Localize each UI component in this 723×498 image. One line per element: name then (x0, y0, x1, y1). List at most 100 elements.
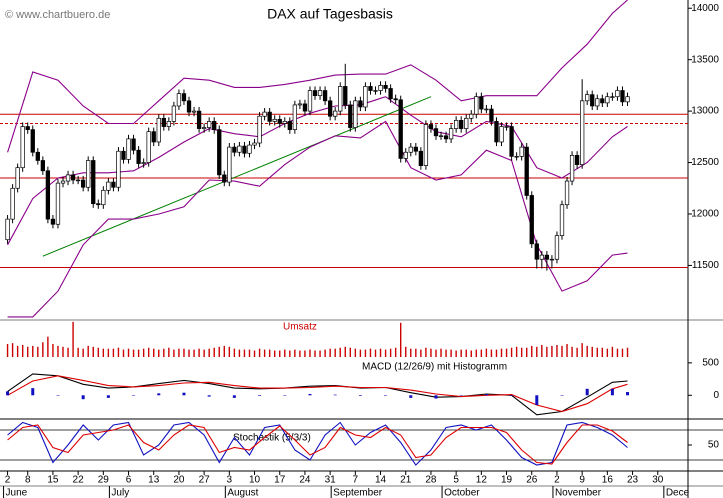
volume-bar (37, 346, 39, 357)
candle-body (111, 181, 116, 188)
histogram-bar (31, 388, 35, 396)
volume-bar (52, 344, 54, 357)
histogram-bar (560, 395, 564, 396)
candle-body (358, 100, 363, 108)
x-tick-label: 16 (602, 475, 614, 486)
volume-bar (460, 349, 462, 357)
candle-body (443, 135, 449, 140)
candle-body (559, 204, 565, 236)
volume-bar (354, 348, 357, 357)
volume-bar (248, 349, 251, 357)
volume-bar (137, 349, 140, 357)
candle-body (327, 100, 333, 117)
histogram-bar (6, 391, 10, 396)
candle-body (605, 96, 610, 104)
x-tick-label: 10 (249, 475, 261, 486)
histogram-bar (358, 395, 362, 396)
candle-body (171, 105, 177, 122)
volume-bar (480, 349, 483, 357)
volume-bar (606, 348, 609, 357)
histogram-bar (283, 395, 287, 396)
volume-bar (319, 350, 321, 357)
candle-body (479, 96, 484, 110)
volume-bar (299, 350, 301, 357)
candle-body (15, 167, 20, 189)
candle-body (232, 146, 237, 153)
histogram-bar (459, 395, 463, 396)
volume-bar (485, 348, 488, 357)
x-tick-label: 19 (501, 475, 513, 486)
y-tick-label: 12000 (691, 209, 719, 220)
volume-bar (294, 349, 296, 357)
y-tick-label: 500 (702, 357, 719, 368)
volume-bar (279, 350, 281, 357)
candle-body (141, 162, 146, 164)
candle-body (514, 156, 519, 158)
candle-body (176, 93, 182, 107)
y-tick-label: 14000 (691, 3, 719, 14)
volume-bar (82, 348, 84, 357)
histogram-bar (409, 395, 413, 398)
volume-bar (102, 348, 105, 357)
x-tick-label: 21 (400, 475, 412, 486)
candle-body (529, 195, 534, 245)
candle-body (217, 129, 222, 176)
x-tick-label: 29 (98, 475, 110, 486)
volume-bar (359, 349, 362, 357)
volume-bar (450, 349, 452, 357)
volume-bar (183, 348, 185, 357)
volume-bar (62, 346, 64, 357)
candle-body (453, 120, 459, 129)
candle-body (408, 146, 413, 153)
candle-body (196, 110, 202, 129)
x-tick-label: 28 (425, 475, 437, 486)
candle-body (585, 94, 590, 102)
candle-body (368, 86, 373, 91)
x-tick-label: 26 (526, 475, 538, 486)
volume-bar (551, 345, 553, 357)
histogram-bar (81, 395, 85, 400)
x-tick-label: 14 (375, 475, 387, 486)
volume-bar (344, 346, 346, 357)
volume-bar (122, 349, 125, 357)
volume-bar (163, 348, 165, 357)
volume-bar (374, 349, 377, 357)
volume-bar (168, 347, 170, 357)
candle-body (307, 90, 313, 112)
candle-body (272, 118, 277, 122)
volume-bar (72, 321, 74, 357)
candle-body (297, 103, 303, 106)
volume-bar (495, 349, 498, 357)
month-label: September (333, 488, 383, 498)
candle-body (519, 146, 524, 157)
candle-body (524, 146, 529, 196)
candle-body (25, 126, 30, 130)
volume-bar (263, 349, 266, 357)
month-label: July (111, 488, 129, 498)
volume-bar (541, 344, 543, 357)
candle-body (590, 94, 595, 107)
candle-body (418, 150, 424, 166)
candle-body (237, 145, 242, 153)
volume-bar (394, 347, 397, 357)
candle-body (186, 100, 192, 113)
month-label: October (444, 488, 480, 498)
histogram-bar (157, 393, 161, 396)
candle-body (146, 131, 151, 163)
candle-body (302, 103, 308, 112)
volume-bar (117, 347, 120, 357)
volume-bar (158, 349, 160, 357)
x-tick-label: 22 (73, 475, 85, 486)
volume-bar (435, 349, 437, 357)
candle-body (257, 115, 262, 144)
x-tick-label: 2 (554, 475, 560, 486)
candle-body (247, 144, 252, 154)
volume-bar (198, 348, 200, 357)
candle-body (126, 138, 131, 160)
candle-body (600, 98, 605, 104)
candle-body (242, 145, 247, 154)
candle-body (580, 100, 585, 165)
candle-body (595, 98, 600, 107)
volume-bar (218, 346, 220, 357)
candle-body (393, 98, 398, 101)
